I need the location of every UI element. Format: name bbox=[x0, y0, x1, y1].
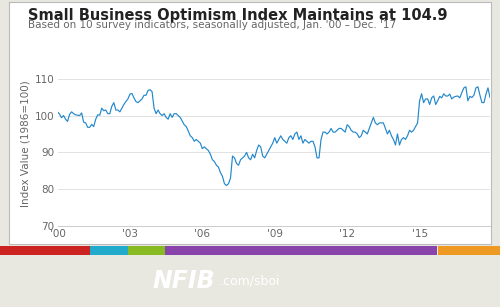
Bar bbox=[0, 246, 90, 255]
Text: .com/sboi: .com/sboi bbox=[220, 274, 280, 287]
Bar bbox=[438, 246, 500, 255]
Bar bbox=[90, 246, 128, 255]
Text: Based on 10 survey indicators, seasonally adjusted, Jan. '00 – Dec. '17: Based on 10 survey indicators, seasonall… bbox=[28, 20, 396, 30]
Text: Small Business Optimism Index Maintains at 104.9: Small Business Optimism Index Maintains … bbox=[28, 8, 447, 23]
Text: NFIB: NFIB bbox=[152, 269, 215, 293]
Y-axis label: Index Value (1986=100): Index Value (1986=100) bbox=[21, 80, 31, 207]
Bar bbox=[128, 246, 165, 255]
Bar bbox=[165, 246, 437, 255]
